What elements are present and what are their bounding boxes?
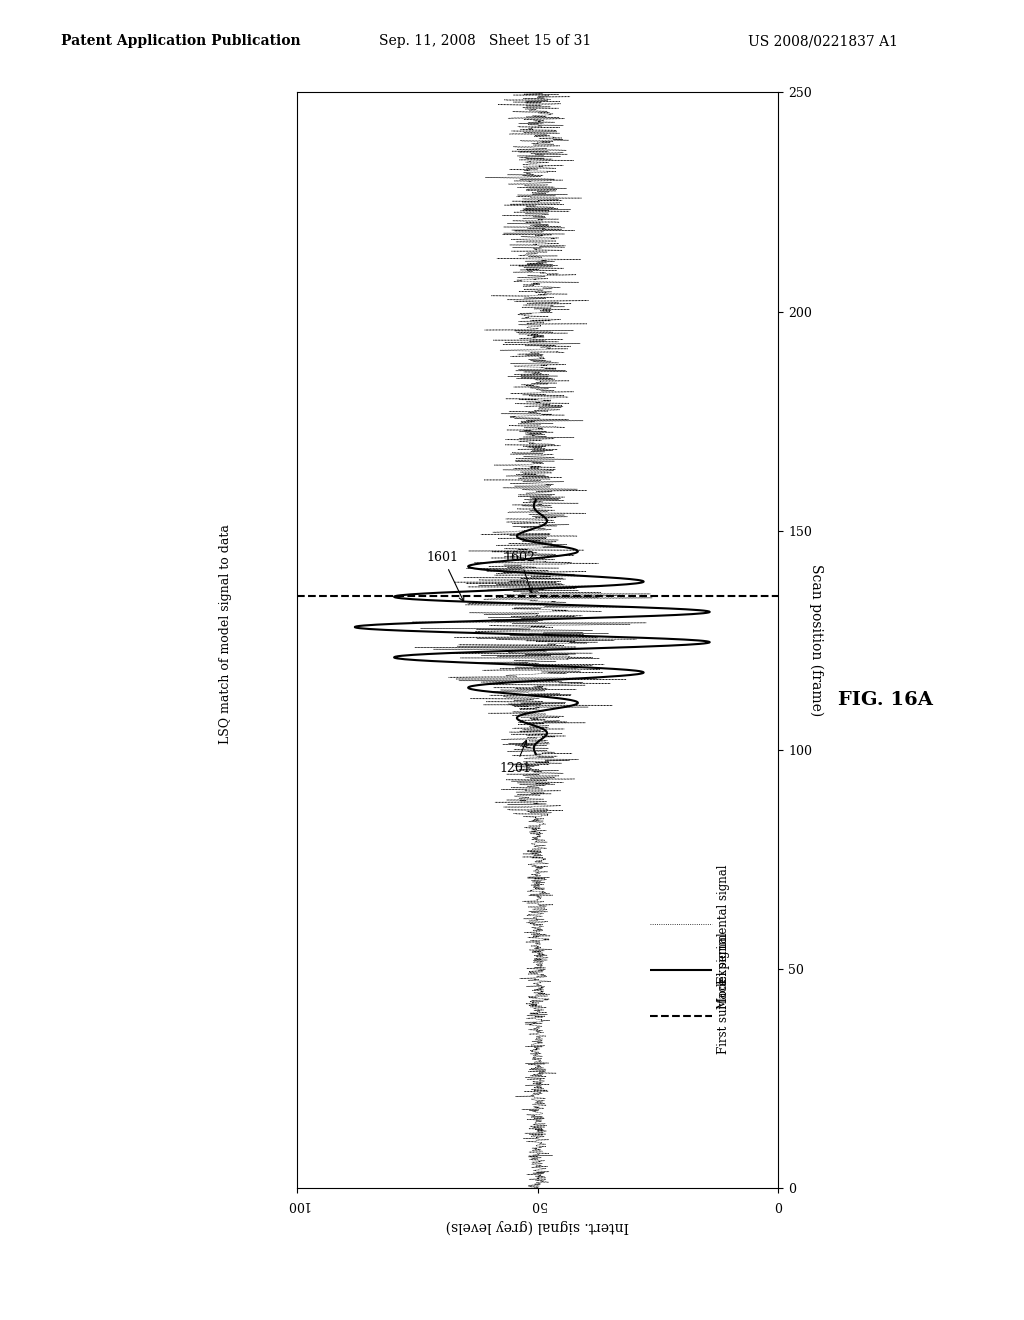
Text: LSQ match of model signal to data: LSQ match of model signal to data [219, 524, 231, 743]
Text: FIG. 16A: FIG. 16A [839, 690, 933, 709]
Text: Model signal: Model signal [717, 932, 730, 1008]
Y-axis label: Scan position (frame): Scan position (frame) [809, 564, 823, 717]
Text: First surface: First surface [717, 978, 730, 1055]
Text: 1201: 1201 [499, 741, 531, 775]
Text: US 2008/0221837 A1: US 2008/0221837 A1 [748, 34, 897, 49]
Text: Experimental signal: Experimental signal [717, 865, 730, 983]
Text: Patent Application Publication: Patent Application Publication [61, 34, 301, 49]
X-axis label: Intert. signal (grey levels): Intert. signal (grey levels) [445, 1220, 630, 1233]
Text: Sep. 11, 2008   Sheet 15 of 31: Sep. 11, 2008 Sheet 15 of 31 [379, 34, 591, 49]
Text: 1601: 1601 [427, 552, 464, 602]
Text: 1602: 1602 [504, 552, 536, 593]
